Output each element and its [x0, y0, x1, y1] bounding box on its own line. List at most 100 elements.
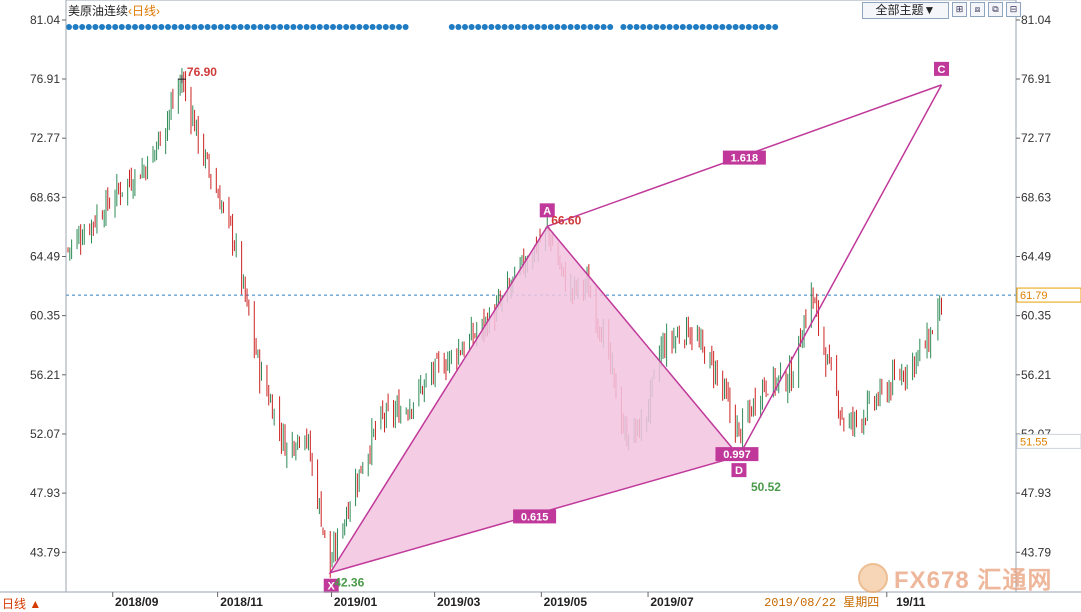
event-dot	[462, 24, 468, 30]
y-tick-label-left: 56.21	[30, 368, 60, 382]
event-dot	[158, 24, 165, 30]
event-dot	[514, 24, 521, 30]
event-dot	[508, 24, 515, 30]
y-tick-label-left: 47.93	[30, 486, 60, 500]
event-dot	[79, 24, 86, 30]
y-tick-label-right: 76.91	[1021, 72, 1051, 86]
event-dot	[653, 24, 660, 30]
event-dot	[627, 24, 633, 30]
event-dot	[330, 24, 336, 30]
event-dot	[501, 24, 508, 30]
event-dot	[99, 24, 105, 30]
toolbar: 全部主题▼ ⊞ ⧈ ⧉ ⊟	[862, 2, 1021, 19]
event-dot	[356, 24, 363, 30]
event-dot	[244, 24, 251, 30]
event-dot	[495, 24, 501, 30]
event-dot	[151, 24, 158, 30]
layout-tool-icon[interactable]: ⧉	[988, 2, 1003, 17]
event-dot	[660, 24, 666, 30]
theme-button[interactable]: 全部主题▼	[862, 2, 949, 19]
y-tick-label-right: 81.04	[1021, 13, 1051, 27]
x-tick-label: 2019/03	[437, 595, 481, 609]
event-dot	[112, 24, 119, 30]
event-dot	[666, 24, 673, 30]
y-tick-label-left: 43.79	[30, 545, 60, 559]
chart-title: 美原油连续‹日线›	[68, 2, 160, 19]
x-tick-label: 2018/09	[115, 595, 159, 609]
point-x: X	[328, 581, 336, 593]
high-price-label: 76.90	[187, 65, 217, 79]
window-tool-icon[interactable]: ⊟	[1006, 2, 1021, 17]
event-dot	[211, 24, 218, 30]
event-dot	[534, 24, 541, 30]
x-tick-label: 2018/11	[220, 595, 263, 609]
crosshair-tool-icon[interactable]: ⊞	[952, 2, 967, 17]
ratio-xd-box	[513, 509, 557, 524]
instrument-name: 美原油连续	[68, 4, 129, 18]
event-dot	[765, 24, 772, 30]
event-dot	[85, 24, 92, 30]
x-tick-label: 2019/05	[544, 595, 588, 609]
event-dot	[204, 24, 211, 30]
event-dot	[270, 24, 277, 30]
split-tool-icon[interactable]: ⧈	[970, 2, 985, 17]
event-dot	[580, 24, 587, 30]
event-dot	[706, 24, 713, 30]
harmonic-pattern: 1.618 0.615 0.997 X A D C 42.36 66.60 50.52 76.90	[177, 61, 950, 593]
event-dot	[679, 24, 686, 30]
event-dot	[448, 24, 455, 30]
watermark-text: FX678 汇通网	[894, 567, 1053, 594]
event-dot	[600, 24, 607, 30]
y-tick-label-left: 64.49	[30, 249, 60, 263]
event-dot	[237, 24, 244, 30]
event-dot	[105, 24, 112, 30]
y-tick-label-right: 56.21	[1021, 368, 1051, 382]
event-dot	[739, 24, 746, 30]
point-c-box	[934, 61, 950, 76]
y-tick-label-left: 68.63	[30, 190, 60, 204]
current-price-tag-box	[1016, 287, 1081, 303]
event-dot	[125, 24, 132, 30]
event-dot	[283, 24, 290, 30]
ratio-ac-box	[722, 150, 766, 165]
event-dot	[554, 24, 561, 30]
event-dot	[171, 24, 178, 30]
watermark-logo: FX678 汇通网	[858, 560, 1052, 595]
ratio-ad: 0.997	[723, 449, 751, 461]
event-dot	[132, 24, 138, 30]
y-tick-label-left: 72.77	[30, 131, 60, 145]
y-tick-label-right: 72.77	[1021, 131, 1051, 145]
event-dot	[594, 24, 600, 30]
event-dot	[541, 24, 548, 30]
event-dot	[693, 24, 699, 30]
event-dot	[633, 24, 640, 30]
event-dot	[72, 24, 79, 30]
event-dot	[343, 24, 350, 30]
event-dot	[468, 24, 475, 30]
event-dot	[567, 24, 574, 30]
event-dot	[118, 24, 125, 30]
ratio-ad-box	[715, 447, 759, 462]
event-dot	[264, 24, 270, 30]
event-dot	[66, 24, 72, 30]
event-dot	[772, 24, 779, 30]
y-tick-label-left: 60.35	[30, 309, 60, 323]
period-switch[interactable]: 日线 ▲	[2, 597, 42, 611]
crosshair-date-box	[762, 593, 879, 609]
event-dot	[277, 24, 284, 30]
event-dot	[574, 24, 581, 30]
dc-leg	[738, 84, 943, 457]
y-tick-label-left: 76.91	[30, 72, 60, 86]
event-dot	[686, 24, 693, 30]
point-a: A	[543, 205, 551, 217]
point-c: C	[938, 64, 946, 76]
event-dot	[303, 24, 310, 30]
event-dot	[310, 24, 317, 30]
event-dot	[217, 24, 224, 30]
event-dot	[673, 24, 680, 30]
event-dot	[475, 24, 482, 30]
event-dots	[66, 24, 779, 30]
event-dot	[547, 24, 554, 30]
period-label[interactable]: ‹日线›	[128, 4, 161, 18]
